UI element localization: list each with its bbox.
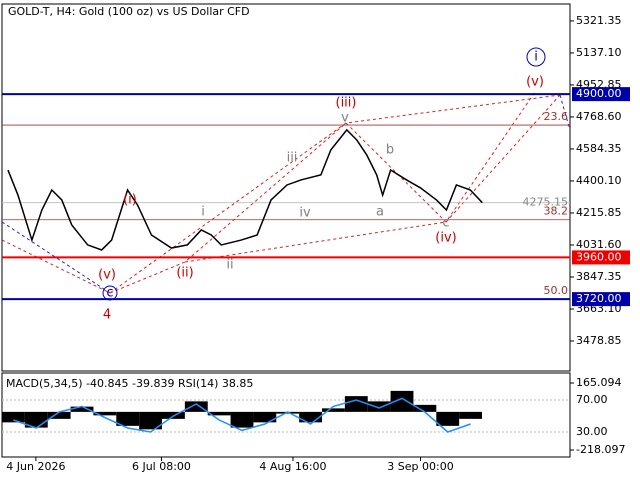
level-label: 3960.00 bbox=[576, 250, 622, 263]
channel-line bbox=[109, 94, 561, 294]
level-tag bbox=[572, 87, 630, 102]
wave-circle bbox=[526, 47, 546, 67]
level-label: 4900.00 bbox=[576, 87, 622, 100]
wave-label: (i) bbox=[123, 193, 137, 208]
rsi-line bbox=[13, 397, 471, 433]
indicator-label: MACD(5,34,5) -40.845 -39.839 RSI(14) 38.… bbox=[6, 377, 253, 390]
y-tick-label: 3478.85 bbox=[576, 334, 622, 347]
y-tick-label: 5321.35 bbox=[576, 14, 622, 27]
macd-bar bbox=[70, 406, 94, 412]
x-tick-label: 3 Sep 00:00 bbox=[387, 460, 453, 473]
wave-label: 4 bbox=[103, 308, 111, 323]
wave-label: (iv) bbox=[435, 231, 456, 246]
price-line bbox=[7, 128, 483, 251]
level-label: 3720.00 bbox=[576, 292, 622, 305]
macd-bar bbox=[93, 411, 117, 416]
macd-bar bbox=[116, 411, 140, 426]
y-tick-label: 4215.85 bbox=[576, 206, 622, 219]
macd-tick-label: -218.097 bbox=[576, 443, 625, 456]
y-tick-label: 4768.60 bbox=[576, 110, 622, 123]
last-price-label: 4275.15 bbox=[523, 196, 569, 209]
macd-bar bbox=[253, 411, 277, 423]
wave-label: v bbox=[341, 111, 349, 126]
rsi-tick-label: 30.00 bbox=[576, 425, 608, 438]
wave-label: b bbox=[386, 143, 394, 158]
x-tick-label: 4 Jun 2026 bbox=[6, 460, 65, 473]
level-tag bbox=[572, 250, 630, 265]
macd-bar bbox=[459, 411, 482, 419]
y-tick-label: 4584.35 bbox=[576, 142, 622, 155]
fib-label: 38.2 bbox=[544, 205, 569, 218]
y-tick-label: 5137.10 bbox=[576, 46, 622, 59]
macd-bar bbox=[344, 396, 368, 412]
macd-tick-label: 165.094 bbox=[576, 376, 622, 389]
level-tag bbox=[572, 292, 630, 307]
macd-bar bbox=[367, 401, 391, 412]
wave-label: ii bbox=[226, 258, 233, 273]
macd-bar bbox=[184, 401, 208, 412]
fib-label: 50.0 bbox=[544, 284, 569, 297]
y-tick-label: 3847.35 bbox=[576, 270, 622, 283]
macd-bar bbox=[413, 404, 437, 412]
macd-bar bbox=[436, 411, 460, 426]
wave-label: a bbox=[376, 205, 384, 220]
wave-label: c bbox=[442, 216, 449, 231]
wave-label: (v) bbox=[98, 268, 116, 283]
y-tick-label: 4031.60 bbox=[576, 238, 622, 251]
macd-bar bbox=[2, 411, 25, 423]
macd-bar bbox=[47, 411, 71, 419]
wave-label: (v) bbox=[526, 75, 544, 90]
wave-path bbox=[1, 239, 111, 294]
macd-bar bbox=[139, 411, 162, 430]
wave-label: i bbox=[201, 205, 205, 220]
main-panel bbox=[1, 3, 571, 372]
x-tick-label: 6 Jul 08:00 bbox=[132, 460, 191, 473]
macd-bar bbox=[207, 411, 231, 416]
wave-path bbox=[109, 91, 536, 294]
wave-label: i bbox=[534, 50, 538, 65]
wave-label: c bbox=[106, 286, 113, 301]
chart-title: GOLD-T, H4: Gold (100 oz) vs US Dollar C… bbox=[8, 5, 250, 18]
x-tick-label: 4 Aug 16:00 bbox=[259, 460, 326, 473]
wave-circle bbox=[102, 285, 118, 301]
wave-channels bbox=[1, 91, 571, 294]
macd-bar bbox=[230, 411, 254, 428]
y-tick-label: 4400.10 bbox=[576, 174, 622, 187]
macd-bar bbox=[390, 390, 414, 412]
channel-line bbox=[184, 94, 561, 263]
rsi-tick-label: 70.00 bbox=[576, 393, 608, 406]
wave-label: iii bbox=[287, 151, 298, 166]
macd-bar bbox=[322, 408, 345, 412]
wave-label: (ii) bbox=[176, 266, 193, 281]
wave-label: iv bbox=[299, 206, 311, 221]
macd-bar bbox=[299, 411, 322, 423]
wave-label: (iii) bbox=[336, 96, 357, 111]
fib-label: 23.6 bbox=[544, 110, 569, 123]
wave-path bbox=[559, 94, 571, 131]
